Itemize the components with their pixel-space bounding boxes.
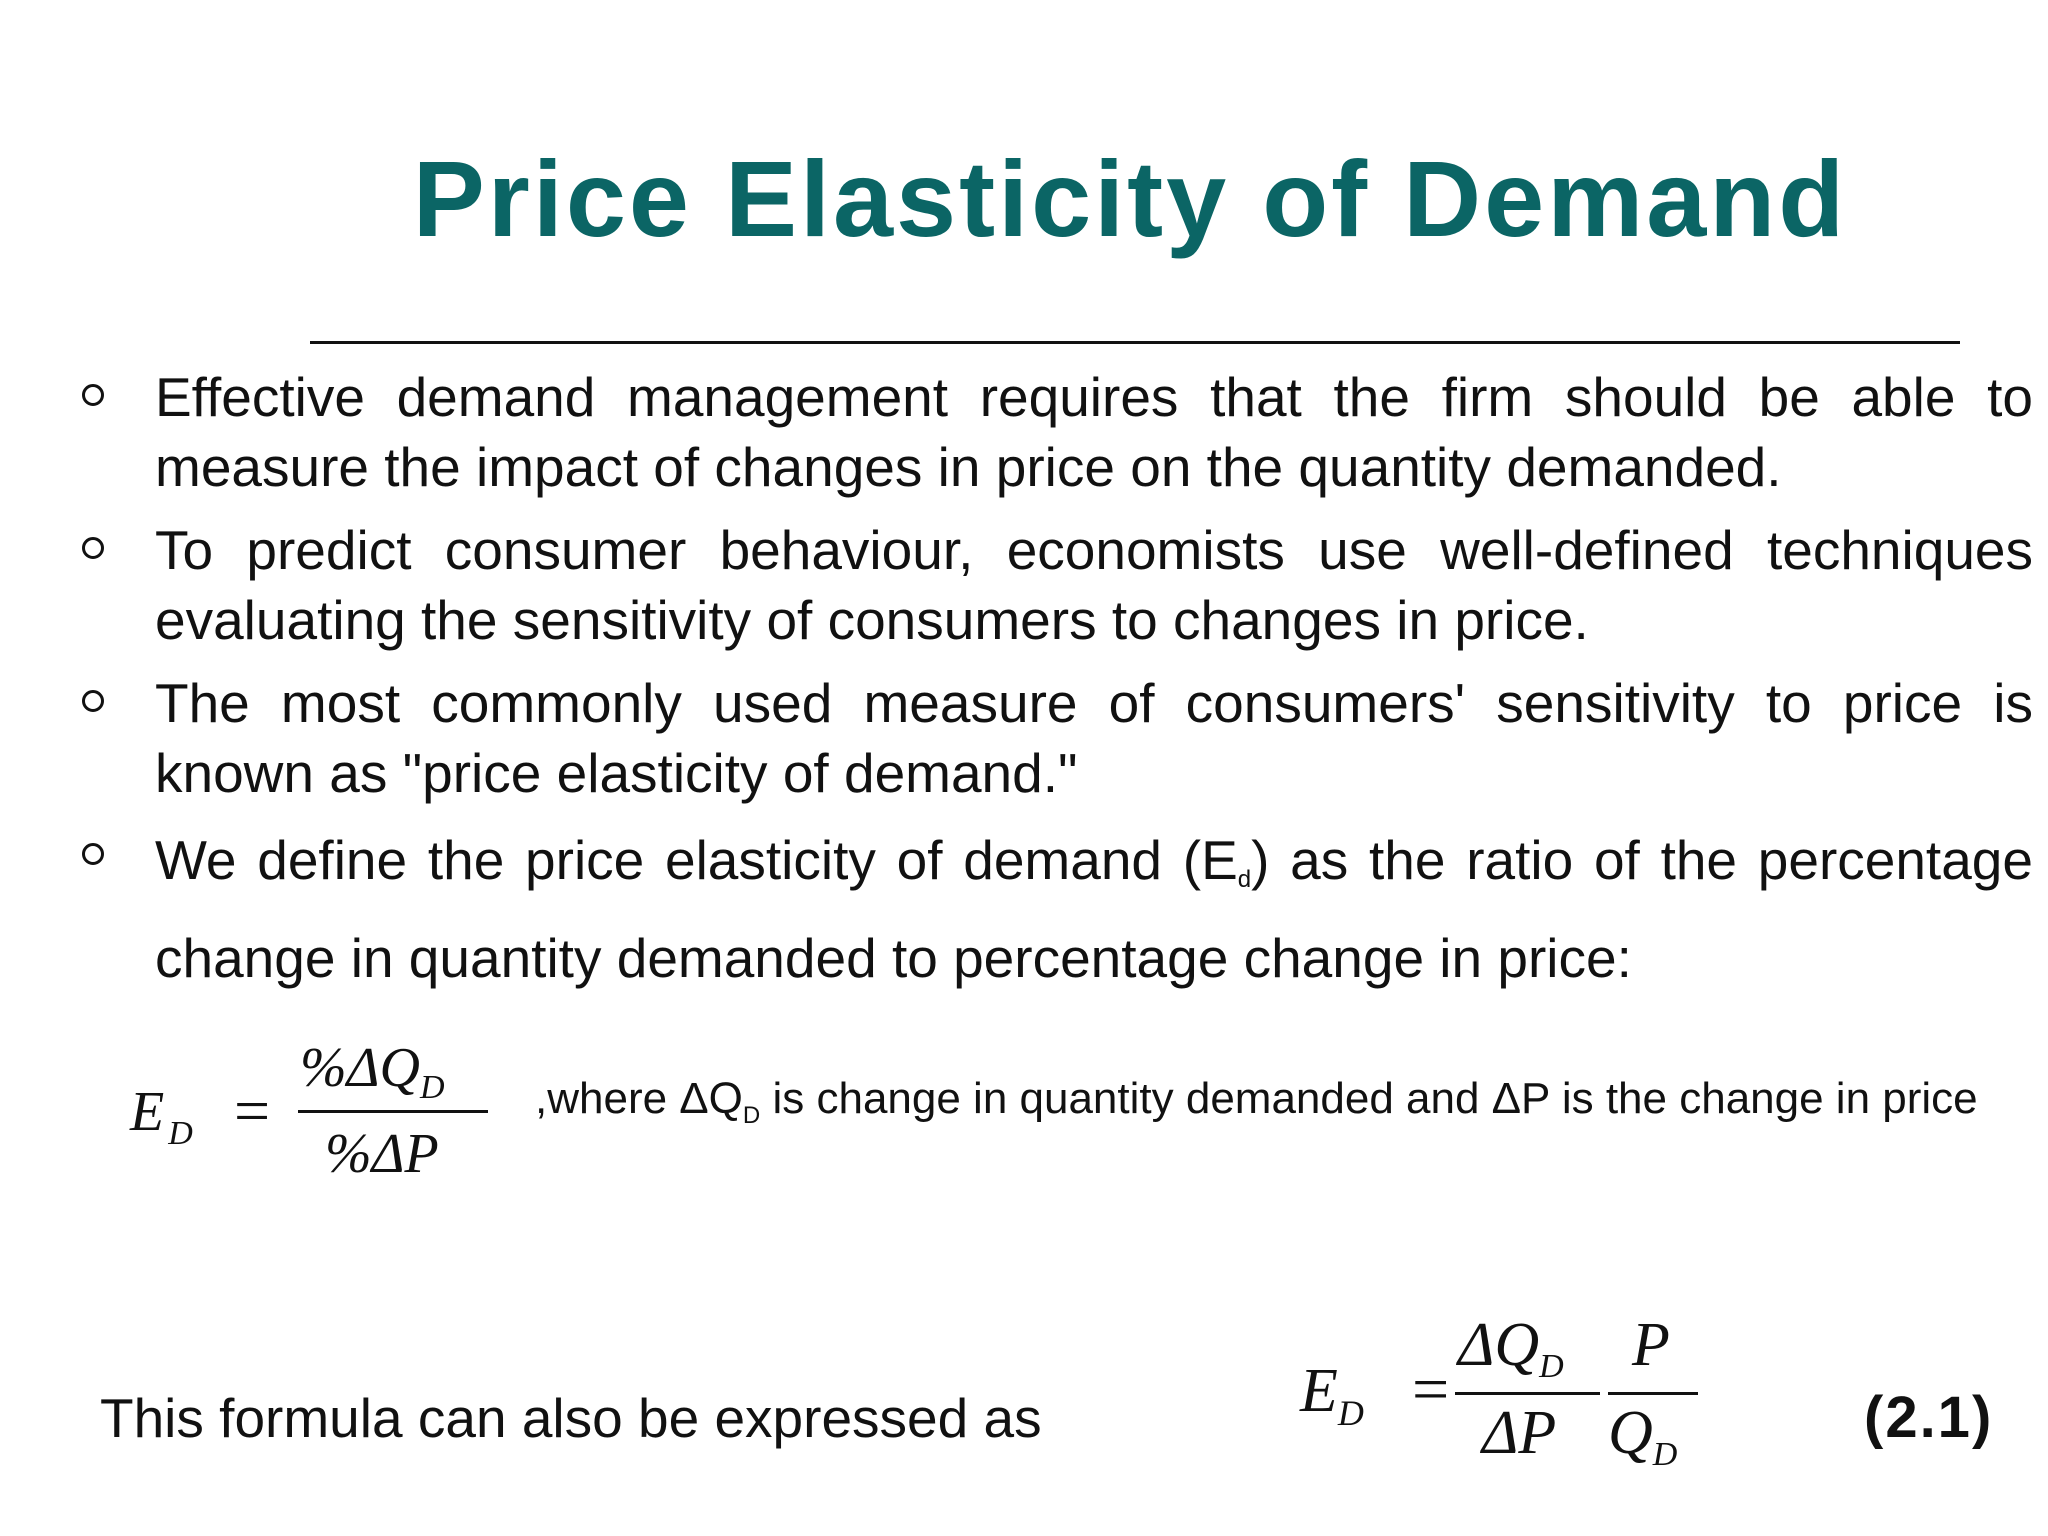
formula-equals: = xyxy=(234,1075,271,1146)
bullet-list: Effective demand management requires tha… xyxy=(78,362,2033,1010)
alternative-formula-intro: This formula can also be expressed as xyxy=(100,1387,1042,1449)
hollow-circle-bullet-icon xyxy=(82,537,104,559)
bullet-item: To predict consumer behaviour, economist… xyxy=(78,515,2033,655)
formula-equals: = xyxy=(1412,1353,1450,1426)
bullet-text: The most commonly used measure of consum… xyxy=(155,672,2033,804)
elasticity-formula-ratio: ED = ΔQD ΔP P QD xyxy=(1300,1311,1720,1498)
formula-lhs: ED xyxy=(1300,1357,1364,1433)
fraction1-numerator: ΔQD xyxy=(1458,1311,1564,1385)
bullet-item: The most commonly used measure of consum… xyxy=(78,668,2033,808)
equation-number: (2.1) xyxy=(1864,1385,1994,1450)
slide-title: Price Elasticity of Demand xyxy=(412,138,1848,259)
fraction1-denominator: ΔP xyxy=(1482,1399,1557,1467)
bullet-item: We define the price elasticity of demand… xyxy=(78,821,2033,997)
fraction-bar xyxy=(1455,1392,1600,1395)
bullet-text: We define the price elasticity of demand… xyxy=(155,829,2033,989)
fraction2-denominator: QD xyxy=(1608,1399,1678,1473)
bullet-subscript: d xyxy=(1237,866,1252,893)
fraction-bar xyxy=(298,1110,488,1113)
formula-numerator: %ΔQD xyxy=(300,1037,445,1106)
fraction-bar xyxy=(1608,1392,1698,1395)
hollow-circle-bullet-icon xyxy=(82,384,104,406)
bullet-text-before: We define the price elasticity of demand… xyxy=(155,829,1238,891)
formula-explanation: ,where ΔQD is change in quantity demande… xyxy=(535,1074,1978,1129)
hollow-circle-bullet-icon xyxy=(82,843,104,865)
title-divider xyxy=(310,341,1960,344)
bullet-text-after: ) as the ratio of the percentage change … xyxy=(155,829,2033,989)
hollow-circle-bullet-icon xyxy=(82,690,104,712)
formula-denominator: %ΔP xyxy=(325,1123,439,1185)
bullet-text: Effective demand management requires tha… xyxy=(155,366,2033,498)
bullet-item: Effective demand management requires tha… xyxy=(78,362,2033,502)
bullet-text: To predict consumer behaviour, economist… xyxy=(155,519,2033,651)
fraction2-numerator: P xyxy=(1632,1311,1670,1379)
